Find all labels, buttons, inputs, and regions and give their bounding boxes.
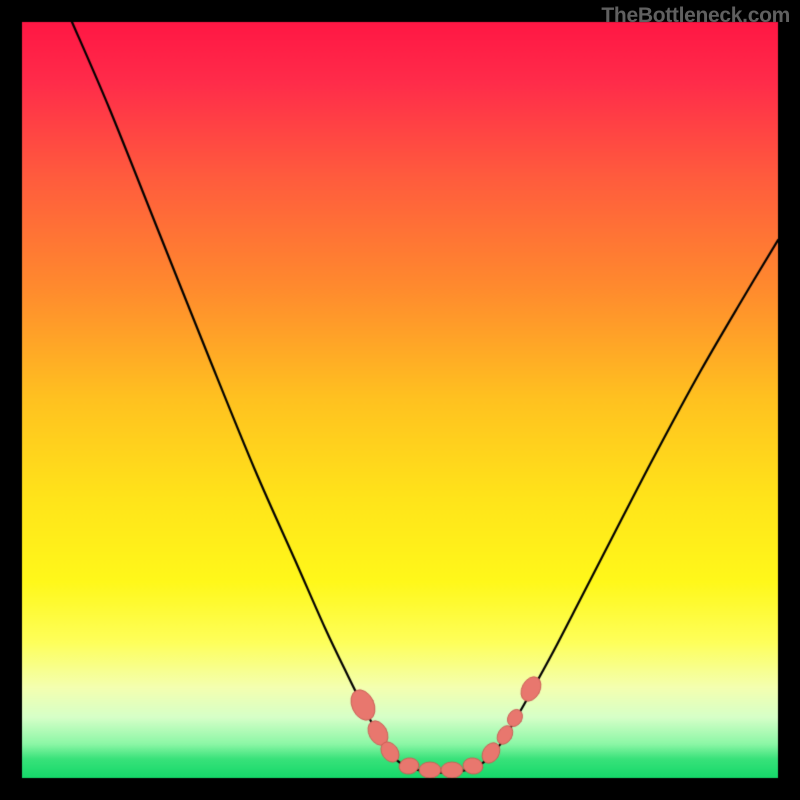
watermark-text: TheBottleneck.com xyxy=(601,4,790,28)
bottleneck-chart xyxy=(0,0,800,800)
